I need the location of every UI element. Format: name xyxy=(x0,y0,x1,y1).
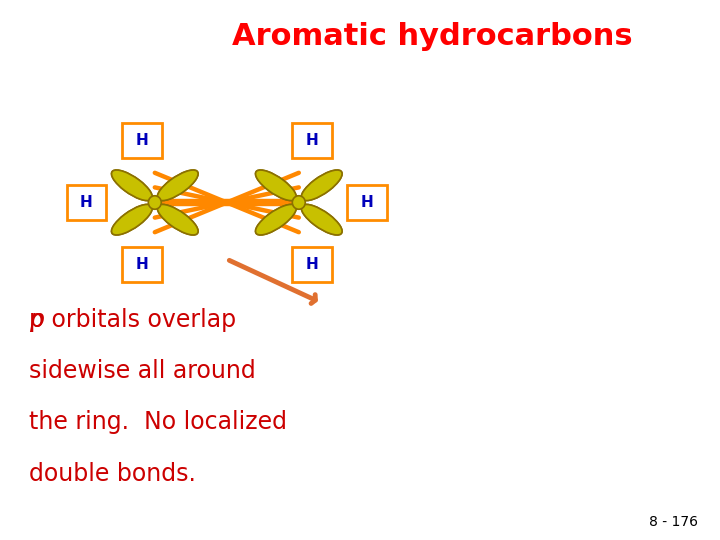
Text: H: H xyxy=(135,257,148,272)
FancyBboxPatch shape xyxy=(347,185,387,220)
FancyBboxPatch shape xyxy=(292,123,331,158)
Ellipse shape xyxy=(302,170,342,200)
Text: H: H xyxy=(135,133,148,148)
Ellipse shape xyxy=(256,170,296,200)
FancyBboxPatch shape xyxy=(122,123,162,158)
Text: H: H xyxy=(361,195,374,210)
Ellipse shape xyxy=(158,205,198,235)
Text: p: p xyxy=(29,308,44,332)
Ellipse shape xyxy=(158,170,198,200)
Text: 8 - 176: 8 - 176 xyxy=(649,515,698,529)
Ellipse shape xyxy=(112,170,152,200)
Ellipse shape xyxy=(112,205,152,235)
Ellipse shape xyxy=(158,205,198,235)
Ellipse shape xyxy=(256,205,296,235)
Text: p orbitals overlap: p orbitals overlap xyxy=(29,308,236,332)
Text: H: H xyxy=(305,257,318,272)
Ellipse shape xyxy=(256,205,296,235)
Ellipse shape xyxy=(302,205,342,235)
Ellipse shape xyxy=(158,170,198,200)
Ellipse shape xyxy=(302,170,342,200)
Ellipse shape xyxy=(292,195,305,209)
Ellipse shape xyxy=(256,170,296,200)
Ellipse shape xyxy=(148,195,161,209)
FancyBboxPatch shape xyxy=(292,247,331,282)
Text: H: H xyxy=(305,133,318,148)
FancyBboxPatch shape xyxy=(122,247,162,282)
Ellipse shape xyxy=(112,170,152,200)
Text: Aromatic hydrocarbons: Aromatic hydrocarbons xyxy=(232,22,632,51)
Text: sidewise all around: sidewise all around xyxy=(29,359,256,383)
Ellipse shape xyxy=(112,205,152,235)
Text: H: H xyxy=(80,195,93,210)
FancyBboxPatch shape xyxy=(66,185,107,220)
Text: double bonds.: double bonds. xyxy=(29,462,196,485)
Ellipse shape xyxy=(302,205,342,235)
Text: the ring.  No localized: the ring. No localized xyxy=(29,410,287,434)
